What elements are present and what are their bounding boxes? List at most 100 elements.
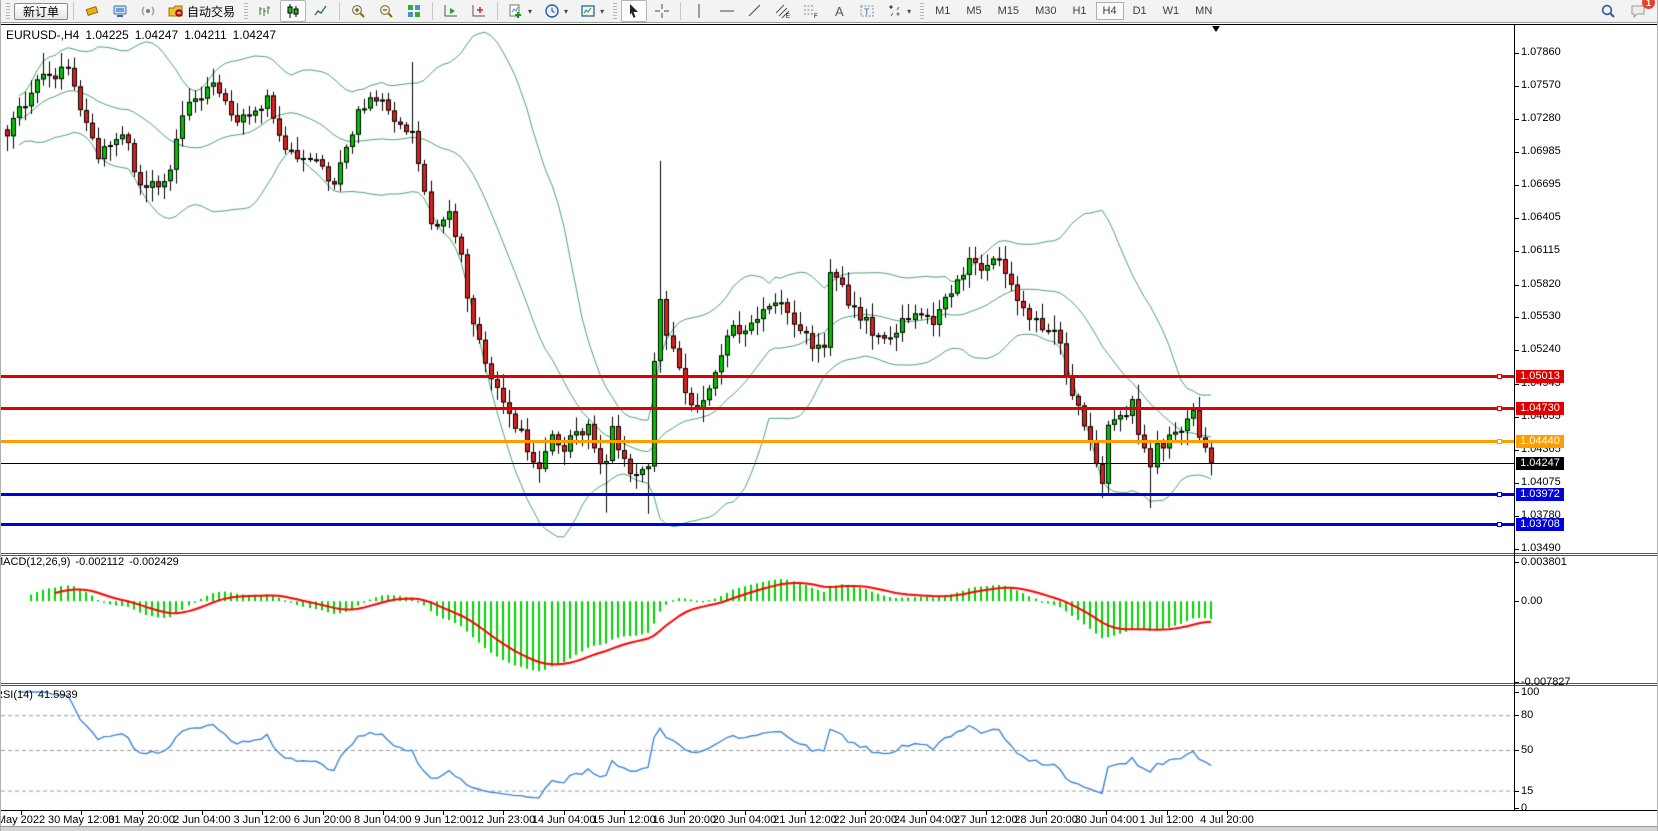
crosshair-icon[interactable] <box>649 0 675 22</box>
tab-m30[interactable]: M30 <box>1035 5 1057 17</box>
time-axis-tick <box>985 811 987 815</box>
toolbar: 新订单 自动交易 <box>1 0 1657 23</box>
periods-button[interactable]: ▾ <box>539 0 573 22</box>
price-axis-label: 1.04075 <box>1521 475 1561 488</box>
rsi-panel-canvas[interactable] <box>1 687 1514 810</box>
time-axis-tick <box>624 811 625 815</box>
new-chart-button[interactable]: ▾ <box>503 0 537 22</box>
rsi-axis-label: 50 <box>1521 744 1534 756</box>
horizontal-line-icon[interactable] <box>714 0 740 22</box>
time-axis-label: 9 Jun 12:00 <box>414 814 472 826</box>
price-axis-label: 1.07280 <box>1521 111 1561 124</box>
auto-trading-button[interactable]: 自动交易 <box>163 0 240 22</box>
chart-shift-icon[interactable] <box>466 0 492 22</box>
search-icon[interactable] <box>1595 0 1621 22</box>
chevron-down-icon: ▾ <box>528 6 533 16</box>
tab-mn[interactable]: MN <box>1195 5 1213 17</box>
time-axis-tick <box>925 811 927 815</box>
price-axis-tick <box>1514 516 1519 518</box>
time-axis-tick <box>322 811 324 815</box>
price-axis-label: 1.06405 <box>1521 211 1561 224</box>
tab-m5[interactable]: M5 <box>966 5 982 17</box>
chevron-down-icon: ▾ <box>907 6 912 16</box>
time-axis-tick <box>684 811 686 815</box>
tab-h1[interactable]: H1 <box>1072 5 1087 17</box>
horizontal-level-line[interactable] <box>1 440 1514 444</box>
bar-chart-type-icon[interactable] <box>252 0 278 22</box>
time-axis-label: 24 Jun 04:00 <box>893 814 958 826</box>
price-axis-tick <box>1514 350 1519 352</box>
line-drag-handle[interactable] <box>1497 439 1502 445</box>
price-tag: 1.03708 <box>1516 518 1564 532</box>
tab-m15[interactable]: M15 <box>997 5 1020 17</box>
cursor-icon[interactable] <box>621 0 648 22</box>
macd-axis-label: 0.003801 <box>1521 556 1567 568</box>
rsi-value: 41.5939 <box>37 689 78 701</box>
zoom-in-icon[interactable] <box>345 0 371 22</box>
line-drag-handle[interactable] <box>1497 522 1502 528</box>
price-axis-label: 1.05820 <box>1521 277 1561 290</box>
templates-button[interactable]: ▾ <box>575 0 609 22</box>
line-drag-handle[interactable] <box>1497 406 1502 412</box>
time-axis-tick <box>141 811 143 815</box>
arrows-tool-button[interactable]: ▾ <box>882 0 916 22</box>
horizontal-level-line[interactable] <box>1 375 1514 379</box>
candlestick-chart-type-icon[interactable] <box>280 0 307 22</box>
macd-panel-canvas[interactable] <box>1 557 1514 682</box>
text-label-icon[interactable]: T <box>854 0 880 22</box>
price-tag: 1.05013 <box>1516 370 1564 384</box>
equidistant-channel-icon[interactable]: E <box>770 0 796 22</box>
tab-h4[interactable]: H4 <box>1095 2 1124 20</box>
rsi-axis-tick <box>1514 808 1519 809</box>
time-axis-tick <box>1046 811 1048 815</box>
trendline-icon[interactable] <box>742 0 768 22</box>
price-axis-tick <box>1514 548 1519 550</box>
price-axis-tick <box>1514 118 1519 120</box>
toolbar-separator <box>339 2 341 20</box>
horizontal-level-line[interactable] <box>1 523 1514 527</box>
toolbar-separator <box>680 2 682 20</box>
panel-divider[interactable] <box>1 683 1657 684</box>
zoom-out-icon[interactable] <box>373 0 399 22</box>
text-icon[interactable]: A <box>826 0 852 22</box>
notification-badge: 1 <box>1642 0 1655 9</box>
time-axis-label: 1 Jul 12:00 <box>1139 814 1194 826</box>
time-axis-label: 3 Jun 12:00 <box>233 814 291 826</box>
chevron-down-icon: ▾ <box>600 6 605 16</box>
tab-d1[interactable]: D1 <box>1132 5 1147 17</box>
panel-divider[interactable] <box>1 553 1657 554</box>
time-axis-label: 16 Jun 20:00 <box>652 814 717 826</box>
line-drag-handle[interactable] <box>1497 492 1502 498</box>
tile-windows-icon[interactable] <box>401 0 427 22</box>
time-axis-label: 4 Jul 20:00 <box>1200 814 1254 826</box>
time-axis-label: 12 Jun 23:00 <box>471 814 536 826</box>
price-axis-label: 1.06985 <box>1521 145 1561 158</box>
window-bottom-frame <box>1 826 1657 831</box>
fibonacci-icon[interactable]: F <box>798 0 824 22</box>
chat-icon[interactable]: 1 <box>1625 0 1655 22</box>
tab-m1[interactable]: M1 <box>935 5 951 17</box>
time-axis-label: 30 May 12:00 <box>47 814 115 826</box>
price-tag: 1.03972 <box>1516 488 1564 502</box>
auto-scroll-icon[interactable] <box>438 0 464 22</box>
terminal-icon[interactable] <box>107 0 133 22</box>
horizontal-level-line[interactable] <box>1 493 1514 497</box>
horizontal-level-line[interactable] <box>1 407 1514 411</box>
macd-signal-value: -0.002429 <box>129 556 179 568</box>
price-chart-canvas[interactable] <box>1 24 1514 553</box>
price-axis-tick <box>1514 251 1519 253</box>
price-axis-tick <box>1514 383 1519 385</box>
market-watch-icon[interactable] <box>79 0 105 22</box>
rsi-axis-tick <box>1514 750 1519 751</box>
tab-w1[interactable]: W1 <box>1162 5 1180 17</box>
line-drag-handle[interactable] <box>1497 374 1502 380</box>
open-value: 1.04225 <box>85 28 129 42</box>
line-chart-type-icon[interactable] <box>308 0 334 22</box>
time-axis-label: 14 Jun 04:00 <box>531 814 596 826</box>
time-axis-label: 27 Jun 12:00 <box>953 814 1018 826</box>
signal-icon[interactable] <box>135 0 161 22</box>
vertical-line-icon[interactable] <box>686 0 712 22</box>
current-price-line[interactable] <box>1 463 1514 465</box>
toolbar-grip <box>6 3 10 19</box>
new-order-button[interactable]: 新订单 <box>14 2 69 20</box>
